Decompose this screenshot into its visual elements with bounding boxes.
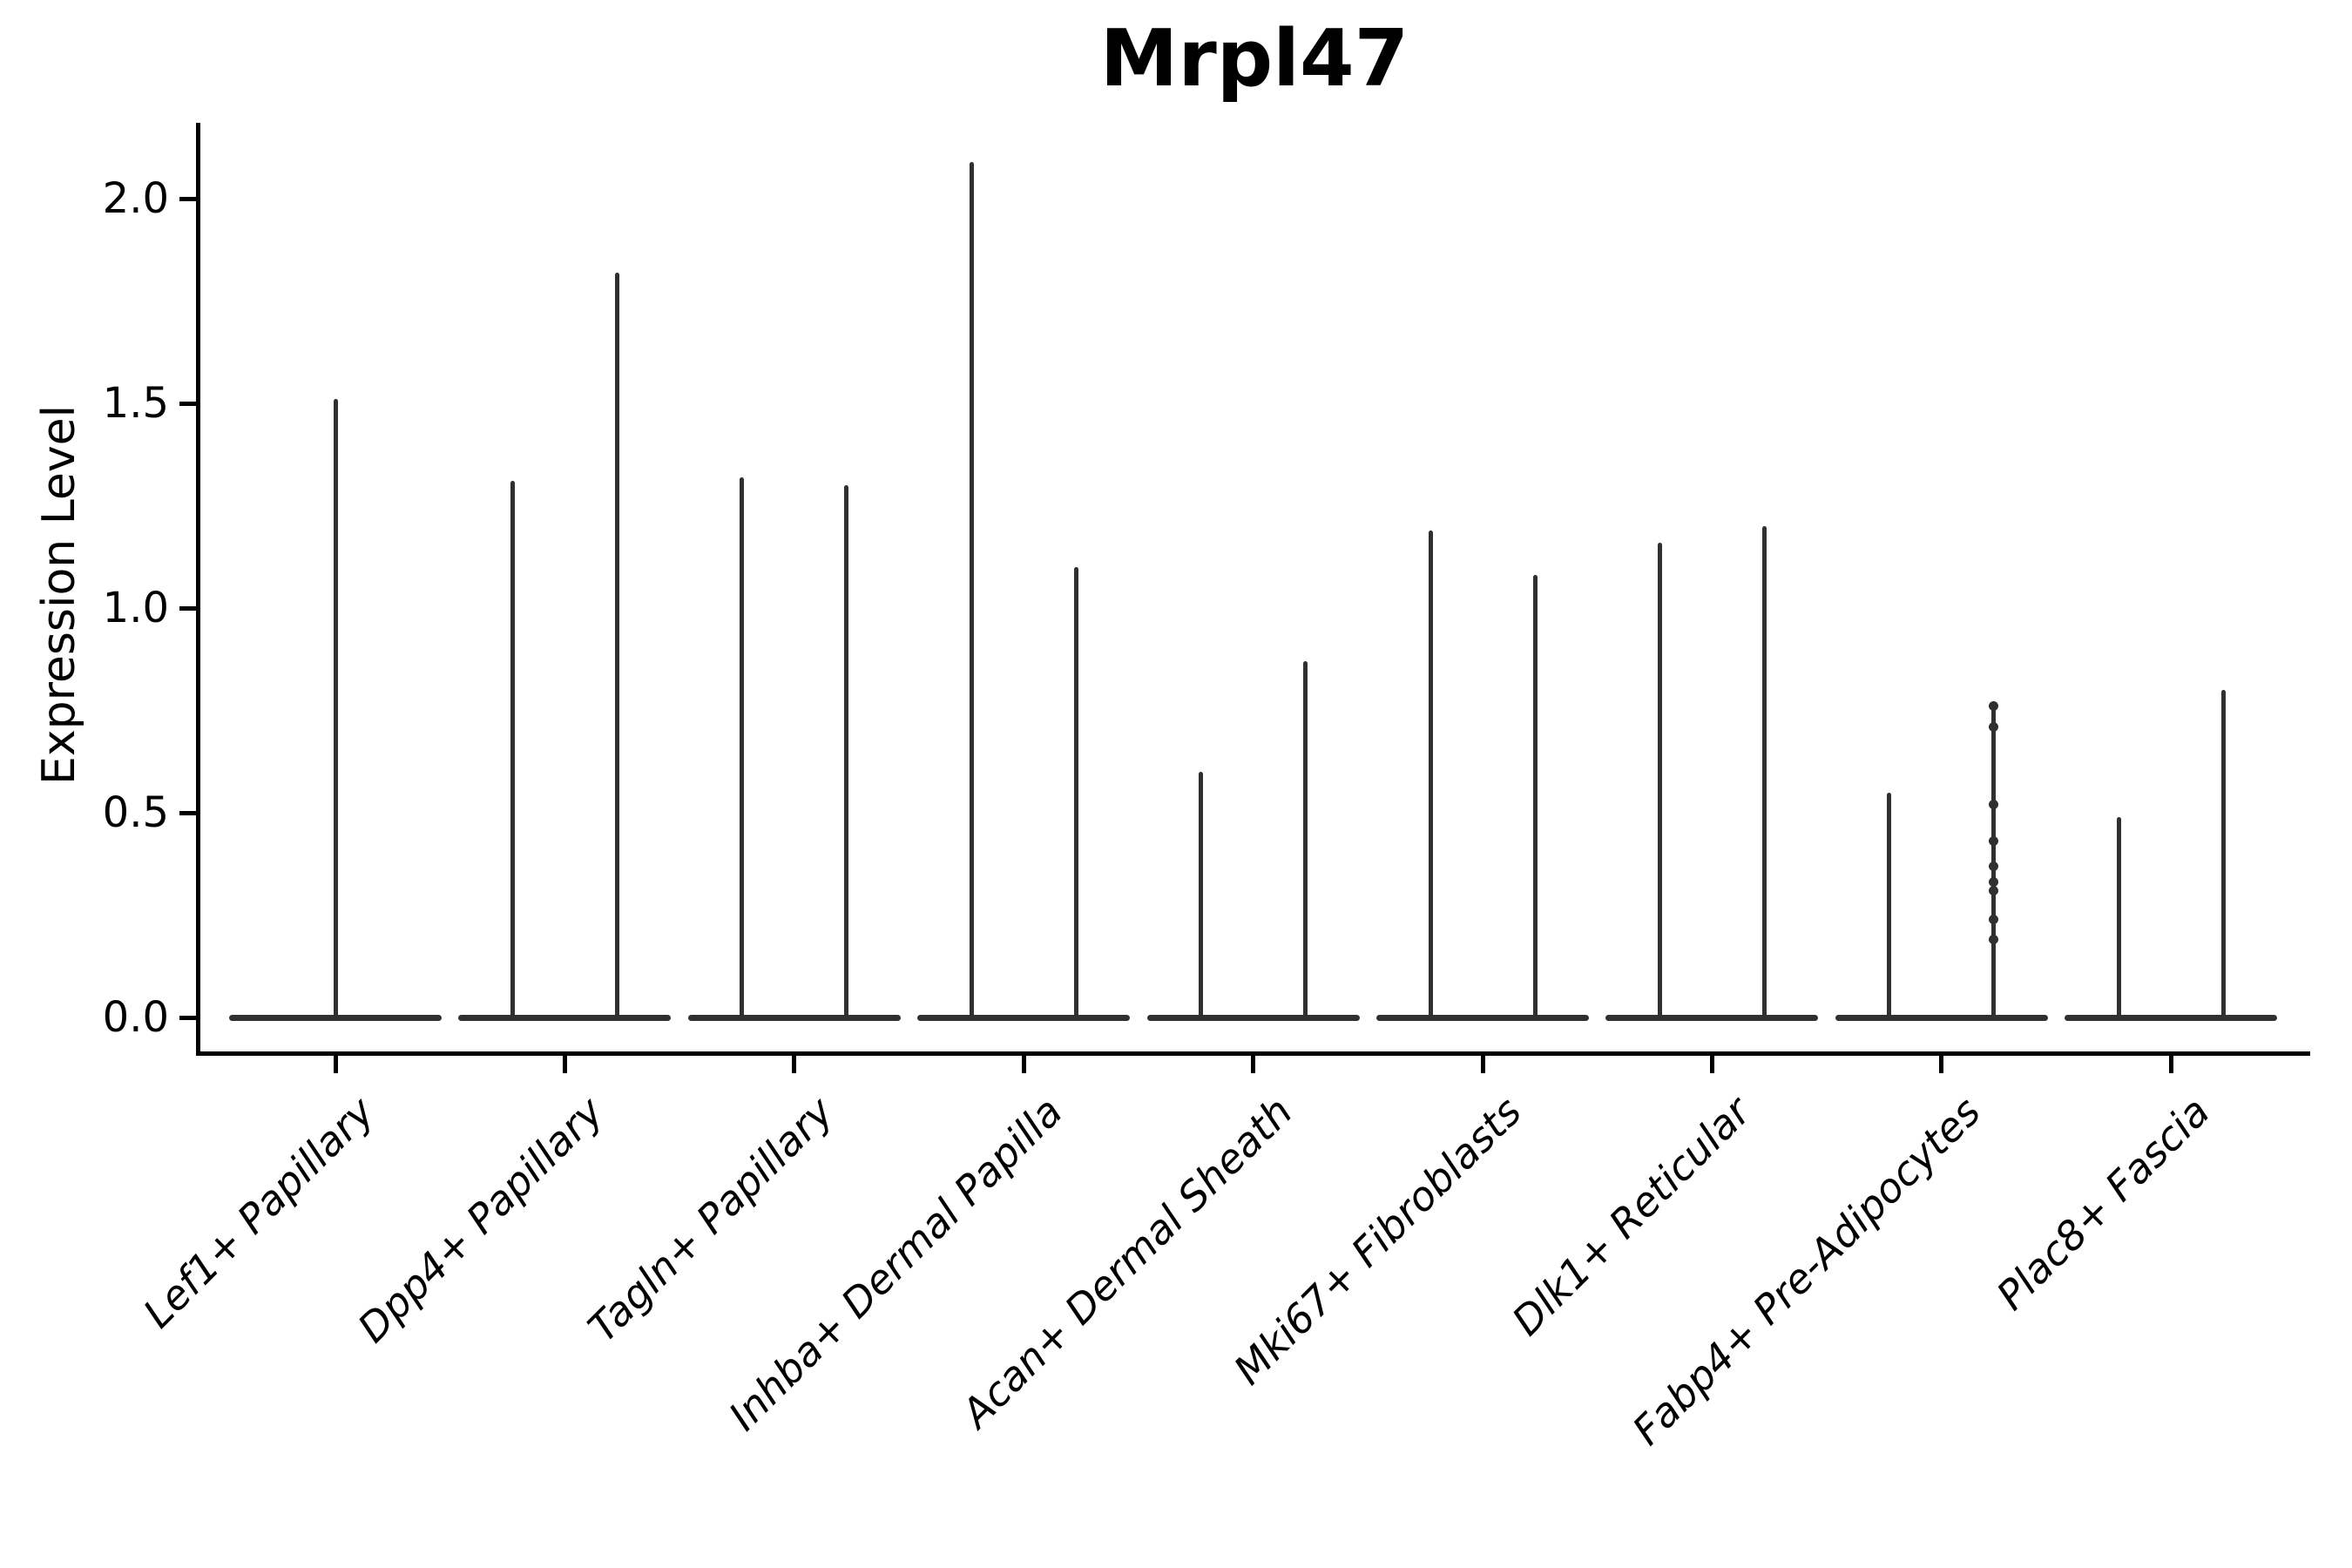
violin-spike <box>1428 530 1433 1019</box>
y-tick-mark <box>179 1015 197 1020</box>
y-tick-mark <box>179 401 197 406</box>
violin-spike <box>510 481 515 1019</box>
violin-spike <box>1303 661 1308 1019</box>
y-tick-label: 0.5 <box>102 788 169 837</box>
x-tick-mark <box>792 1056 797 1073</box>
y-tick-label: 1.0 <box>102 584 169 632</box>
y-tick-label: 0.0 <box>102 993 169 1042</box>
x-axis-spine <box>196 1051 2310 1056</box>
x-tick-mark <box>333 1056 338 1073</box>
y-tick-mark <box>179 605 197 611</box>
jitter-point <box>1989 721 1999 732</box>
jitter-point <box>1989 800 1999 810</box>
jitter-point <box>1989 836 1999 847</box>
y-tick-mark <box>179 810 197 815</box>
violin-spike <box>844 485 849 1019</box>
violin-base <box>1605 1014 1819 1021</box>
x-tick-mark <box>1251 1056 1256 1073</box>
violin-spike <box>2220 690 2226 1019</box>
violin-spike <box>740 476 745 1019</box>
violin-base <box>1146 1014 1360 1021</box>
x-tick-mark <box>562 1056 567 1073</box>
jitter-point <box>1989 701 1999 712</box>
violin-spike <box>1761 526 1767 1019</box>
x-tick-mark <box>1480 1056 1485 1073</box>
y-axis-spine <box>196 123 200 1056</box>
violin-spike <box>1657 542 1662 1019</box>
chart-title: Mrpl47 <box>1099 13 1409 105</box>
jitter-point <box>1989 935 1999 945</box>
x-tick-mark <box>1021 1056 1026 1073</box>
violin-base <box>917 1014 1131 1021</box>
violin-base <box>1376 1014 1589 1021</box>
violin-spike <box>1199 772 1204 1019</box>
violin-spike <box>614 272 619 1019</box>
violin-spike <box>969 161 974 1019</box>
violin-spike <box>1887 792 1892 1019</box>
violin-base <box>687 1014 901 1021</box>
y-tick-label: 2.0 <box>102 174 169 223</box>
violin-spike <box>333 399 338 1019</box>
y-tick-mark <box>179 196 197 201</box>
violin-base <box>458 1014 672 1021</box>
jitter-point <box>1989 885 1999 896</box>
x-tick-mark <box>2168 1056 2173 1073</box>
jitter-point <box>1989 877 1999 888</box>
violin-base <box>2065 1014 2278 1021</box>
violin-spike <box>1532 575 1538 1019</box>
violin-spike <box>2116 816 2121 1019</box>
jitter-point <box>1989 914 1999 924</box>
jitter-point <box>1989 861 1999 871</box>
violin-base <box>1835 1014 2048 1021</box>
y-tick-label: 1.5 <box>102 379 169 428</box>
violin-spike <box>1073 567 1078 1019</box>
x-tick-mark <box>1939 1056 1944 1073</box>
x-tick-mark <box>1709 1056 1714 1073</box>
